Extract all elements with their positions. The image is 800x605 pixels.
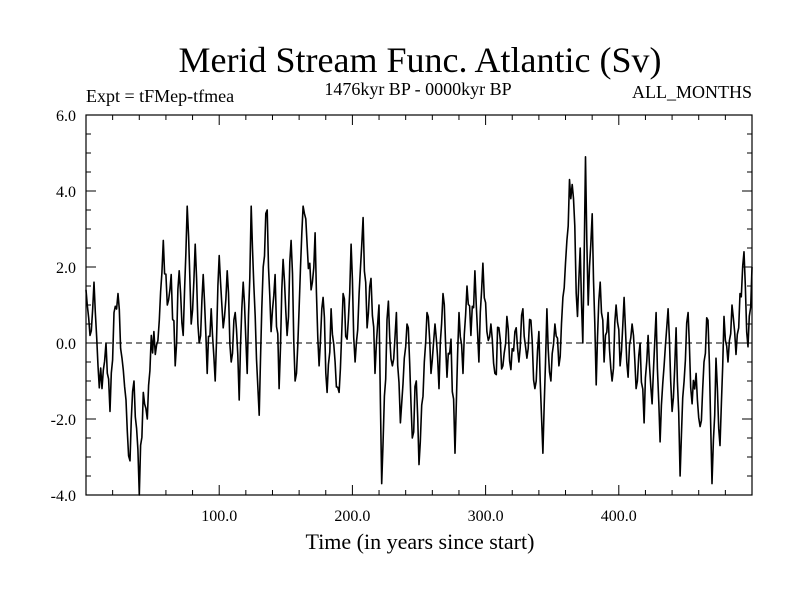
y-tick-label: -4.0 [51,488,76,505]
x-tick-label: 200.0 [334,508,370,525]
y-tick-label: 0.0 [56,336,76,353]
months-label: ALL_MONTHS [632,82,752,102]
x-axis-label: Time (in years since start) [306,529,535,554]
y-tick-label: 6.0 [56,108,76,125]
chart-title: Merid Stream Func. Atlantic (Sv) [179,40,662,80]
y-tick-label: -2.0 [51,412,76,429]
x-tick-label: 100.0 [201,508,237,525]
time-range-label: 1476kyr BP - 0000kyr BP [324,79,511,99]
plot-area: 100.0 200.0 300.0 400.0 6.0 4.0 2.0 0.0 -2.0 -4.0 [51,108,753,525]
x-tick-label: 400.0 [601,508,637,525]
y-tick-label: 4.0 [56,184,76,201]
experiment-label: Expt = tFMep-tfmea [86,86,234,106]
x-tick-label: 300.0 [468,508,504,525]
y-tick-label: 2.0 [56,260,76,277]
series-line [85,156,753,496]
plot-frame [85,114,753,496]
